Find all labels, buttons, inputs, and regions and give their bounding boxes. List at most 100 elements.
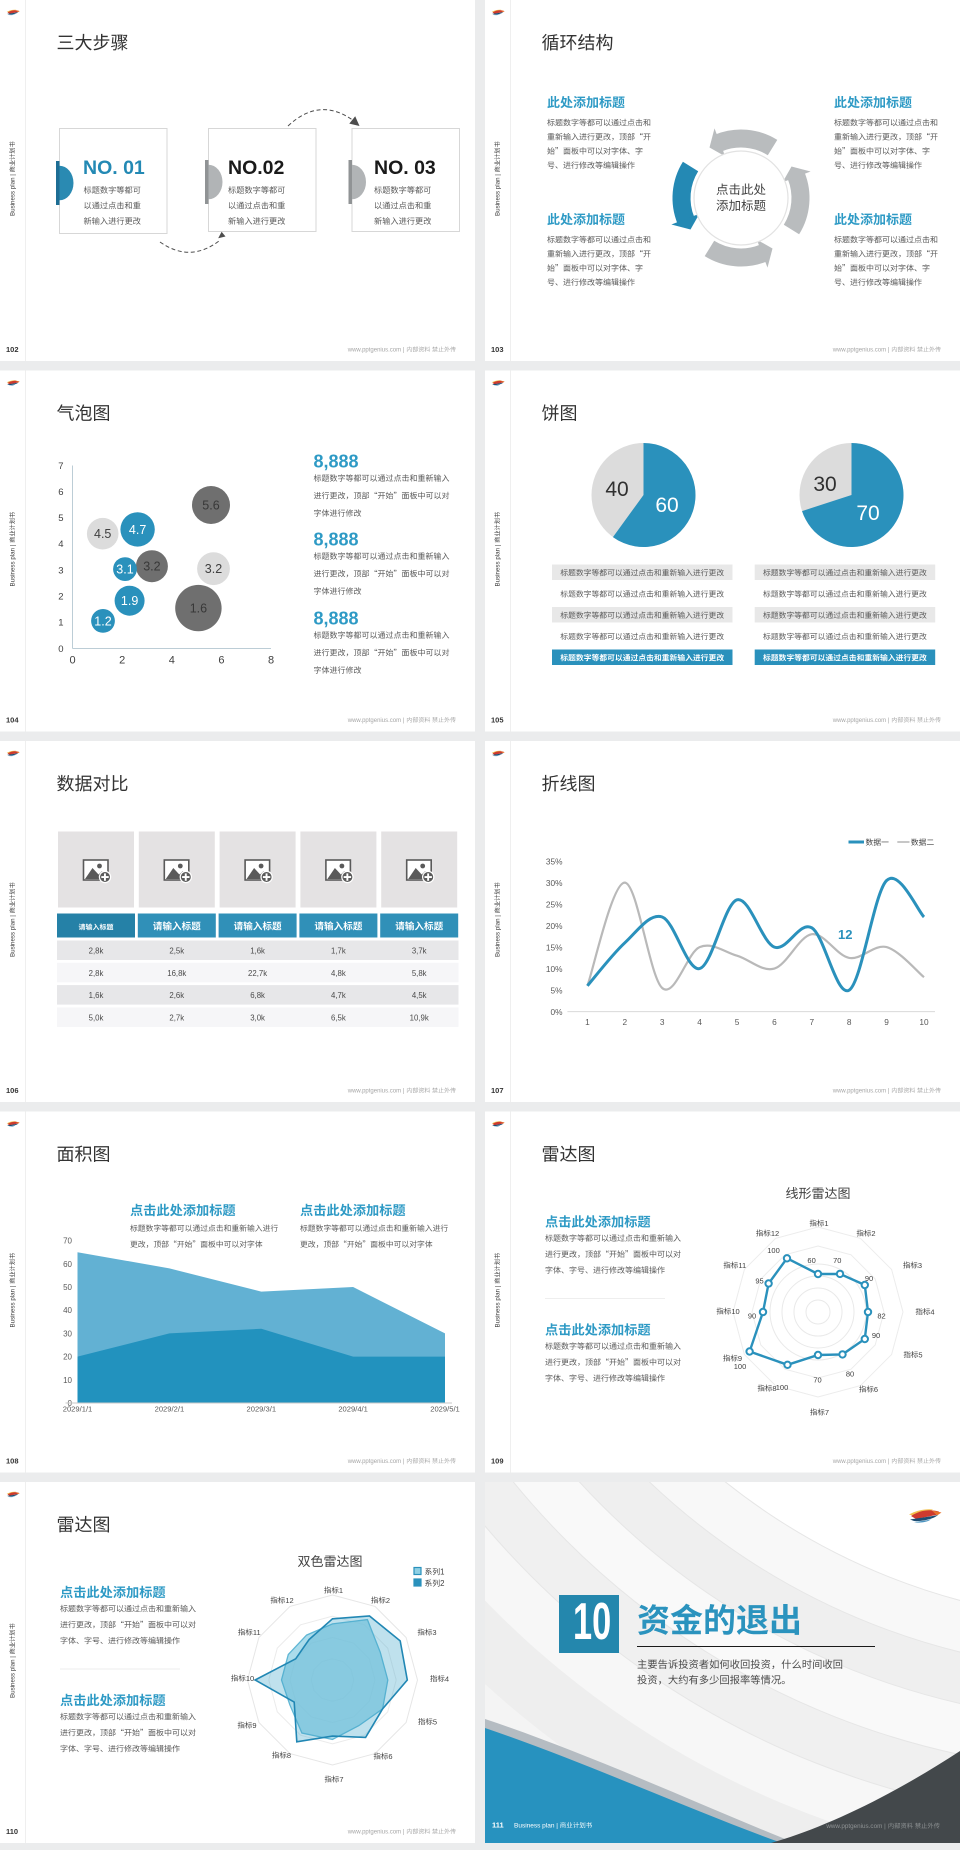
svg-text:90: 90	[865, 1274, 873, 1283]
svg-text:90: 90	[748, 1312, 756, 1321]
svg-text:4,7k: 4,7k	[331, 991, 346, 1000]
svg-text:1: 1	[585, 1017, 590, 1027]
svg-text:10,9k: 10,9k	[410, 1013, 429, 1022]
svg-text:1,6k: 1,6k	[250, 947, 265, 956]
svg-text:2,7k: 2,7k	[169, 1013, 184, 1022]
svg-text:2,6k: 2,6k	[169, 991, 184, 1000]
svg-text:2029/4/1: 2029/4/1	[338, 1405, 368, 1414]
svg-text:Business plan |: Business plan |	[10, 1285, 17, 1327]
svg-text:Business plan |: Business plan |	[495, 174, 502, 216]
svg-text:6: 6	[58, 487, 63, 498]
svg-text:100: 100	[734, 1362, 747, 1371]
svg-text:www.pptgenius.com |: www.pptgenius.com |	[825, 1823, 886, 1830]
svg-text:4.5: 4.5	[94, 527, 111, 541]
svg-text:20%: 20%	[546, 921, 563, 931]
svg-text:100: 100	[776, 1383, 789, 1392]
svg-text:www.pptgenius.com |: www.pptgenius.com |	[347, 1459, 405, 1465]
svg-text:6: 6	[772, 1017, 777, 1027]
svg-text:11: 11	[253, 1628, 261, 1637]
svg-text:30%: 30%	[546, 878, 563, 888]
svg-text:10: 10	[919, 1017, 929, 1027]
svg-text:107: 107	[491, 1086, 504, 1095]
svg-text:5: 5	[58, 513, 63, 524]
svg-text:10: 10	[731, 1307, 739, 1316]
svg-text:5%: 5%	[551, 986, 564, 996]
svg-text:35%: 35%	[546, 857, 563, 867]
svg-text:1.9: 1.9	[121, 594, 138, 608]
svg-text:0: 0	[69, 655, 75, 667]
svg-text:30: 30	[63, 1329, 72, 1338]
svg-text:1: 1	[339, 1586, 343, 1595]
svg-text:70: 70	[63, 1237, 72, 1246]
svg-text:www.pptgenius.com |: www.pptgenius.com |	[347, 1089, 405, 1095]
svg-text:2: 2	[119, 655, 125, 667]
svg-text:102: 102	[6, 345, 19, 354]
svg-text:82: 82	[877, 1312, 885, 1321]
svg-text:2: 2	[386, 1596, 390, 1605]
svg-text:25%: 25%	[546, 900, 563, 910]
svg-text:8,888: 8,888	[314, 530, 359, 550]
svg-text:2029/3/1: 2029/3/1	[247, 1405, 277, 1414]
svg-text:Business plan |: Business plan |	[495, 915, 502, 957]
svg-text:0: 0	[58, 644, 63, 655]
svg-text:110: 110	[6, 1827, 18, 1836]
svg-text:NO. 01: NO. 01	[83, 157, 145, 179]
svg-text:4: 4	[930, 1307, 934, 1316]
svg-text:70: 70	[813, 1376, 821, 1385]
svg-text:108: 108	[6, 1457, 19, 1466]
svg-text:www.pptgenius.com |: www.pptgenius.com |	[347, 718, 405, 724]
svg-text:Business plan |: Business plan |	[495, 1285, 502, 1327]
svg-text:6: 6	[218, 655, 224, 667]
svg-text:Business plan |: Business plan |	[10, 544, 17, 586]
svg-text:4: 4	[445, 1674, 449, 1683]
svg-text:1: 1	[58, 618, 63, 629]
svg-text:3.1: 3.1	[116, 563, 133, 577]
svg-text:3: 3	[660, 1017, 665, 1027]
svg-text:80: 80	[846, 1370, 854, 1379]
svg-text:NO.02: NO.02	[228, 157, 285, 179]
svg-text:40: 40	[605, 478, 628, 501]
svg-text:6: 6	[874, 1385, 878, 1394]
svg-text:8: 8	[772, 1384, 776, 1393]
svg-text:70: 70	[856, 502, 879, 525]
svg-text:2,8k: 2,8k	[89, 947, 104, 956]
svg-text:12: 12	[771, 1229, 779, 1238]
svg-text:8: 8	[847, 1017, 852, 1027]
svg-text:1.2: 1.2	[94, 614, 111, 628]
svg-text:2: 2	[871, 1229, 875, 1238]
svg-text:3: 3	[58, 565, 63, 576]
svg-text:103: 103	[491, 345, 504, 354]
svg-text:6,8k: 6,8k	[250, 991, 265, 1000]
svg-text:109: 109	[491, 1457, 504, 1466]
svg-text:30: 30	[813, 473, 836, 496]
svg-text:1: 1	[824, 1219, 828, 1228]
svg-text:2: 2	[58, 592, 63, 603]
svg-text:3: 3	[432, 1628, 436, 1637]
svg-text:8,888: 8,888	[314, 452, 359, 472]
svg-text:NO. 03: NO. 03	[374, 157, 436, 179]
svg-text:0%: 0%	[551, 1007, 564, 1017]
svg-text:Business plan |: Business plan |	[10, 1656, 17, 1698]
svg-text:Business plan |: Business plan |	[514, 1823, 558, 1830]
svg-text:1,6k: 1,6k	[89, 991, 104, 1000]
svg-text:3: 3	[918, 1261, 922, 1270]
svg-text:8: 8	[287, 1751, 291, 1760]
svg-text:2029/2/1: 2029/2/1	[155, 1405, 185, 1414]
svg-text:12: 12	[838, 927, 852, 942]
svg-text:7: 7	[825, 1408, 829, 1417]
svg-text:Business plan |: Business plan |	[10, 174, 17, 216]
svg-text:12: 12	[285, 1596, 293, 1605]
svg-text:10: 10	[573, 1593, 611, 1651]
svg-text:8: 8	[268, 655, 274, 667]
svg-text:9: 9	[252, 1721, 256, 1730]
svg-text:4: 4	[697, 1017, 702, 1027]
svg-text:6: 6	[388, 1752, 392, 1761]
svg-text:3.2: 3.2	[205, 562, 222, 576]
svg-text:3,0k: 3,0k	[250, 1013, 265, 1022]
svg-text:10%: 10%	[546, 964, 563, 974]
svg-text:www.pptgenius.com |: www.pptgenius.com |	[832, 348, 890, 354]
svg-text:3.2: 3.2	[143, 560, 160, 574]
svg-text:www.pptgenius.com |: www.pptgenius.com |	[832, 1459, 890, 1465]
svg-text:95: 95	[755, 1277, 763, 1286]
svg-text:60: 60	[63, 1260, 72, 1269]
